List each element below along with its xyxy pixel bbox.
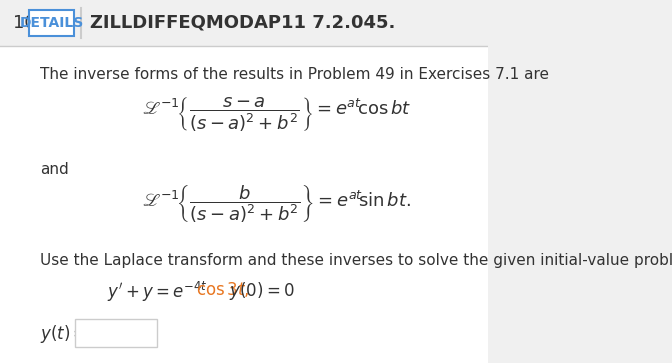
Text: and: and [40, 162, 69, 177]
Text: $y(0) = 0$: $y(0) = 0$ [229, 280, 295, 302]
Text: Use the Laplace transform and these inverses to solve the given initial-value pr: Use the Laplace transform and these inve… [40, 253, 672, 268]
Text: DETAILS: DETAILS [19, 16, 83, 30]
Text: $y' + y = e^{-4t}$: $y' + y = e^{-4t}$ [108, 280, 208, 304]
Text: $\mathscr{L}^{-1}\!\left\{\dfrac{b}{(s-a)^2+b^2}\right\} = e^{at}\!\sin bt.$: $\mathscr{L}^{-1}\!\left\{\dfrac{b}{(s-a… [142, 183, 411, 225]
Text: The inverse forms of the results in Problem 49 in Exercises 7.1 are: The inverse forms of the results in Prob… [40, 67, 549, 82]
FancyBboxPatch shape [0, 46, 488, 363]
Text: 10.: 10. [13, 14, 42, 32]
Text: $y(t) =$: $y(t) =$ [40, 323, 87, 345]
FancyBboxPatch shape [0, 0, 488, 46]
Text: $\cos 3t,$: $\cos 3t,$ [196, 280, 249, 299]
Text: ZILLDIFFEQMODAP11 7.2.045.: ZILLDIFFEQMODAP11 7.2.045. [90, 14, 395, 32]
FancyBboxPatch shape [75, 319, 157, 347]
FancyBboxPatch shape [29, 10, 74, 36]
Text: $\mathscr{L}^{-1}\!\left\{\dfrac{s-a}{(s-a)^2+b^2}\right\} = e^{at}\!\cos bt$: $\mathscr{L}^{-1}\!\left\{\dfrac{s-a}{(s… [142, 95, 411, 133]
